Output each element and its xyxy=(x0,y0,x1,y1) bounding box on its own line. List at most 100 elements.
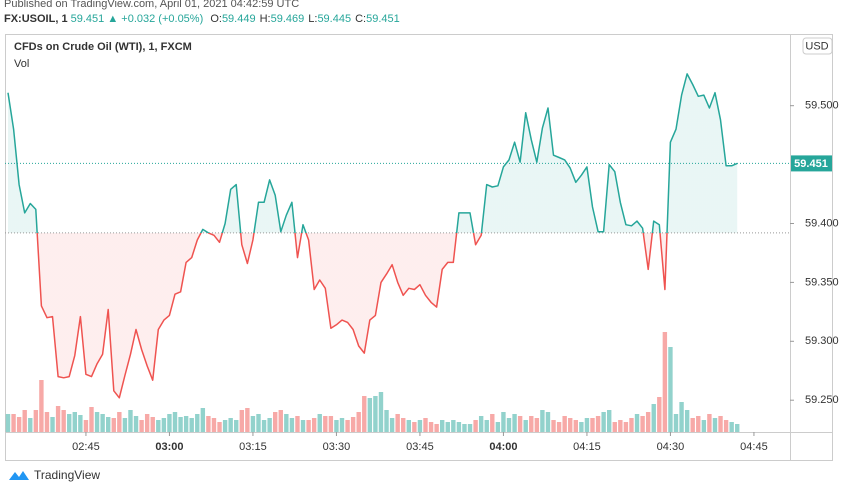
volume-bar xyxy=(100,414,105,432)
chart-title: CFDs on Crude Oil (WTI), 1, FXCM xyxy=(14,41,192,53)
volume-label: Vol xyxy=(14,58,29,70)
volume-bar xyxy=(300,420,306,432)
volume-bar xyxy=(490,414,495,432)
symbol: FX:USOIL, 1 xyxy=(4,13,68,25)
volume-bar xyxy=(156,420,161,432)
volume-bar xyxy=(601,412,606,432)
volume-bar xyxy=(106,417,111,432)
volume-bar xyxy=(612,422,617,432)
volume-bar xyxy=(11,414,16,432)
volume-bar xyxy=(668,347,673,432)
footer-text: TradingView xyxy=(34,468,101,482)
volume-bar xyxy=(83,420,89,432)
volume-bar xyxy=(679,402,684,432)
volume-bar xyxy=(495,422,501,432)
y-tick-label: 59.400 xyxy=(805,217,839,229)
volume-bar xyxy=(44,412,50,432)
volume-bar xyxy=(501,412,506,432)
volume-bar xyxy=(640,416,645,432)
ohlc-label: H: xyxy=(259,13,271,25)
last-price: 59.451 xyxy=(70,13,105,25)
volume-bar xyxy=(584,418,590,432)
volume-bar xyxy=(718,416,723,432)
volume-bar xyxy=(200,408,206,432)
volume-bar xyxy=(595,416,601,432)
volume-bar xyxy=(556,422,562,432)
ohlc-label: O: xyxy=(210,13,222,25)
volume-bar xyxy=(484,420,489,432)
volume-bar xyxy=(133,416,139,432)
volume-bar xyxy=(707,414,712,432)
volume-bar xyxy=(529,416,534,432)
volume-bar xyxy=(562,416,567,432)
volume-bar xyxy=(607,410,612,432)
volume-bar xyxy=(412,422,417,432)
volume-bar xyxy=(323,416,328,432)
volume-bar xyxy=(78,415,83,432)
volume-bar xyxy=(167,414,172,432)
volume-bar xyxy=(273,412,278,432)
x-tick-label: 04:45 xyxy=(740,441,768,453)
volume-bar xyxy=(729,422,734,432)
volume-bar xyxy=(256,414,261,432)
volume-bar xyxy=(623,422,629,432)
volume-bar xyxy=(261,420,267,432)
volume-bar xyxy=(473,420,478,432)
volume-bar xyxy=(506,418,512,432)
volume-bar xyxy=(568,418,573,432)
volume-bar xyxy=(39,380,44,432)
x-tick-label: 02:45 xyxy=(72,441,100,453)
volume-bar xyxy=(278,410,283,432)
volume-bar xyxy=(462,424,467,432)
volume-bar xyxy=(545,412,551,432)
volume-bar xyxy=(117,412,122,432)
volume-bar xyxy=(423,418,428,432)
volume-bar xyxy=(289,418,295,432)
volume-bar xyxy=(428,422,434,432)
volume-bar xyxy=(317,414,322,432)
volume-bar xyxy=(723,420,729,432)
volume-bar xyxy=(311,418,317,432)
volume-bar xyxy=(395,414,400,432)
volume-bar xyxy=(434,424,439,432)
ohlc-value: 59.469 xyxy=(270,13,305,25)
volume-bar xyxy=(183,416,189,432)
volume-bar xyxy=(629,418,634,432)
volume-bar xyxy=(618,420,623,432)
volume-bar xyxy=(150,417,155,432)
volume-bar xyxy=(467,424,473,432)
volume-bar xyxy=(250,416,256,432)
chart-frame xyxy=(5,34,833,461)
volume-bar xyxy=(350,417,356,432)
volume-bar xyxy=(28,418,33,432)
volume-bar xyxy=(684,410,690,432)
volume-bar xyxy=(673,414,679,432)
x-tick-label: 03:45 xyxy=(406,441,434,453)
volume-bar xyxy=(89,407,94,432)
volume-bar xyxy=(5,414,11,432)
x-tick-label: 03:00 xyxy=(155,441,183,453)
volume-bar xyxy=(634,414,640,432)
volume-bar xyxy=(161,418,167,432)
volume-bar xyxy=(657,397,662,432)
ohlc-label: C: xyxy=(355,13,367,25)
volume-bar xyxy=(67,414,72,432)
volume-bar xyxy=(128,410,133,432)
volume-bar xyxy=(534,418,540,432)
volume-bar xyxy=(456,422,462,432)
volume-bar xyxy=(94,412,100,432)
ohlc: O:59.449 H:59.469 L:59.445 C:59.451 xyxy=(206,13,399,25)
y-tick-label: 59.350 xyxy=(805,276,839,288)
ohlc-value: 59.445 xyxy=(317,13,352,25)
volume-bar xyxy=(690,418,695,432)
volume-bar xyxy=(334,420,339,432)
volume-bar xyxy=(189,418,194,432)
volume-bar xyxy=(50,417,55,432)
volume-bar xyxy=(195,414,200,432)
volume-bar xyxy=(234,420,239,432)
volume-bar xyxy=(651,404,656,432)
volume-bar xyxy=(228,418,233,432)
volume-bar xyxy=(72,412,77,432)
volume-bar xyxy=(206,416,211,432)
